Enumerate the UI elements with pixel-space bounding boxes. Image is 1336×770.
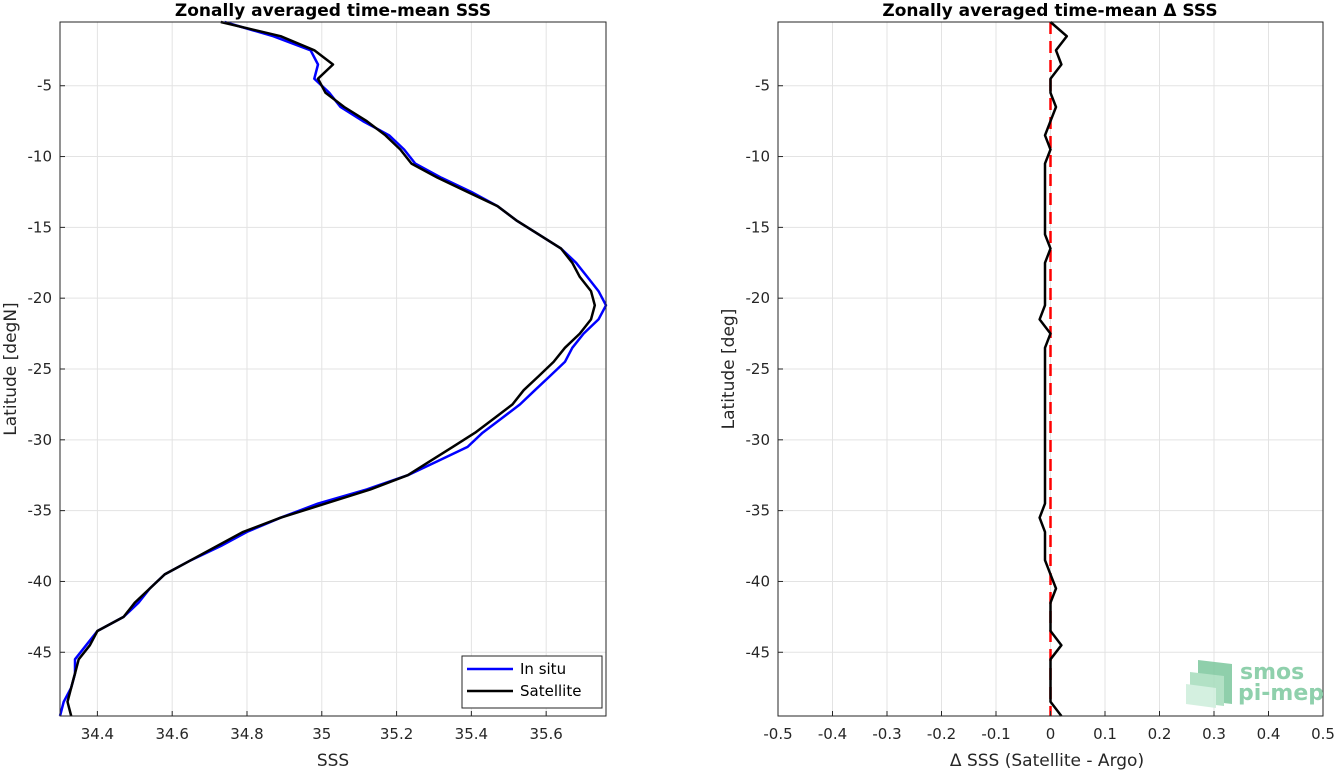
delta-y-tick-label: -30	[746, 431, 771, 449]
smos-pi-mep-logo: smos pi-mep	[1186, 660, 1324, 708]
sss-legend: In situ Satellite	[461, 655, 603, 709]
delta-series	[1038, 21, 1069, 717]
logo-text-line1: smos	[1240, 660, 1304, 685]
delta-y-tick-label: -25	[746, 360, 771, 378]
sss-y-tick-label: -40	[28, 572, 53, 590]
delta-y-tick-label: -35	[746, 502, 771, 520]
sss-x-tick-label: 35	[312, 725, 331, 743]
delta-x-tick-label: 0.4	[1257, 725, 1281, 743]
legend-label-satellite: Satellite	[520, 682, 581, 700]
sss-y-ticks: -5 -10 -15 -20 -25 -30 -35 -40 -45	[28, 77, 65, 661]
sss-x-tick-label: 35.2	[380, 725, 413, 743]
sss-x-tick-label: 35.6	[529, 725, 562, 743]
sss-series-line-satellite	[66, 20, 597, 717]
delta-x-tick-label: -0.3	[872, 725, 901, 743]
legend-label-in-situ: In situ	[520, 660, 566, 678]
delta-y-tick-label: -45	[746, 643, 771, 661]
delta-y-tick-label: -10	[746, 148, 771, 166]
sss-series-line-in-situ	[58, 20, 608, 717]
sss-y-tick-label: -30	[28, 431, 53, 449]
sss-chart-title: Zonally averaged time-mean SSS	[175, 1, 491, 21]
sss-x-tick-label: 34.4	[81, 725, 114, 743]
legend-box	[461, 655, 603, 709]
delta-chart-title: Zonally averaged time-mean Δ SSS	[882, 1, 1217, 21]
sss-y-tick-label: -10	[28, 148, 53, 166]
delta-x-tick-label: -0.4	[818, 725, 847, 743]
delta-x-tick-label: -0.5	[763, 725, 792, 743]
delta-x-tick-label: 0.5	[1311, 725, 1335, 743]
sss-y-tick-label: -45	[28, 643, 53, 661]
delta-x-tick-label: 0.3	[1202, 725, 1226, 743]
sss-x-tick-label: 34.8	[230, 725, 263, 743]
sss-x-tick-label: 34.6	[155, 725, 188, 743]
sss-y-tick-label: -5	[37, 77, 52, 95]
sss-y-tick-label: -20	[28, 289, 53, 307]
delta-x-tick-label: -0.1	[981, 725, 1010, 743]
logo-mark-icon	[1186, 660, 1232, 708]
delta-y-tick-label: -15	[746, 218, 771, 236]
sss-x-axis-label: SSS	[317, 751, 349, 770]
delta-x-tick-label: -0.2	[927, 725, 956, 743]
sss-y-axis-label: Latitude [degN]	[1, 302, 21, 435]
delta-x-axis-label: Δ SSS (Satellite - Argo)	[950, 751, 1144, 770]
delta-sss-panel: -0.5 -0.4 -0.3 -0.2 -0.1 0 0.1 0.2 0.3 0.4 0.5 -5-…	[719, 1, 1335, 770]
sss-panel: 34.4 34.6 34.8 35 35.2 35.4 35.6 -5 -10 -15 -20 -2…	[1, 1, 608, 770]
delta-x-tick-label: 0.2	[1148, 725, 1172, 743]
delta-y-tick-label: -5	[755, 77, 770, 95]
delta-y-tick-label: -20	[746, 289, 771, 307]
delta-y-ticks: -5 -10 -15 -20 -25 -30 -35 -40 -45	[746, 77, 783, 661]
delta-x-ticks: -0.5 -0.4 -0.3 -0.2 -0.1 0 0.1 0.2 0.3 0.4 0.5	[763, 711, 1335, 743]
sss-x-tick-label: 35.4	[455, 725, 488, 743]
sss-series	[58, 20, 608, 717]
delta-y-tick-label: -40	[746, 572, 771, 590]
sss-grid	[60, 22, 606, 716]
sss-y-tick-label: -35	[28, 502, 53, 520]
delta-x-tick-label: 0.1	[1093, 725, 1117, 743]
delta-y-axis-label: Latitude [deg]	[719, 309, 739, 430]
sss-y-tick-label: -25	[28, 360, 53, 378]
delta-series-line-delta	[1038, 21, 1069, 717]
sss-y-tick-label: -15	[28, 218, 53, 236]
sss-x-ticks: 34.4 34.6 34.8 35 35.2 35.4 35.6	[81, 711, 563, 743]
logo-text-line2: pi-mep	[1238, 681, 1324, 706]
delta-x-tick-label: 0	[1046, 725, 1056, 743]
